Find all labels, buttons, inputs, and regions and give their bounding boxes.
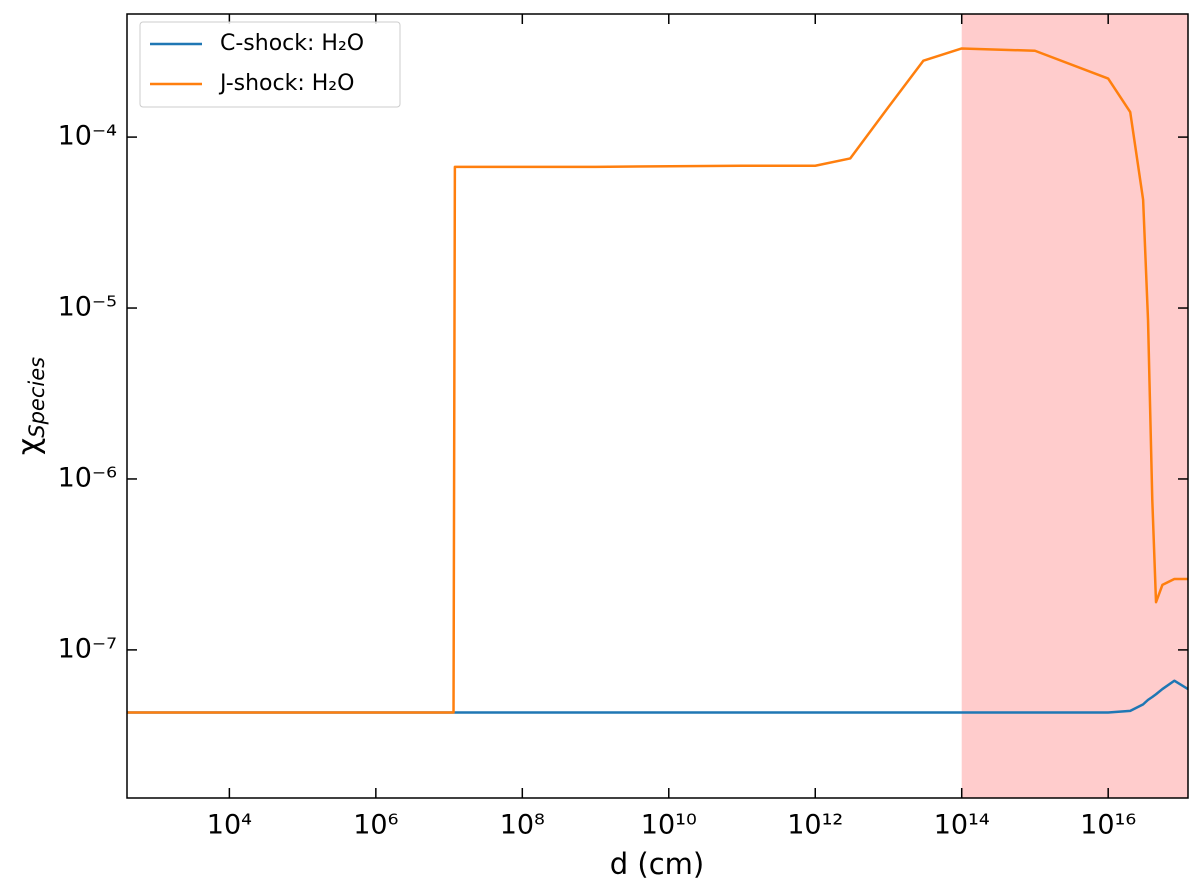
- legend-label: C-shock: H₂O: [220, 31, 364, 56]
- line-series: [127, 47, 1188, 714]
- plot-frame: [126, 13, 1189, 799]
- legend: C-shock: H₂O J-shock: H₂O: [139, 21, 401, 108]
- x-tick-label: 10¹²: [787, 810, 843, 841]
- legend-label: J-shock: H₂O: [218, 71, 354, 96]
- x-axis-label: d (cm): [610, 847, 704, 881]
- x-tick-label: 10⁴: [207, 810, 252, 841]
- x-tick-label: 10⁸: [500, 810, 545, 841]
- plot-area: [127, 14, 1188, 798]
- y-tick-label: 10⁻⁶: [58, 462, 117, 493]
- y-tick-label: 10⁻⁷: [58, 633, 117, 664]
- y-tick-label: 10⁻⁴: [58, 121, 117, 152]
- y-tick-label: 10⁻⁵: [58, 292, 117, 323]
- x-tick-label: 10¹⁴: [934, 810, 990, 841]
- x-tick-label: 10¹⁰: [641, 810, 697, 841]
- legend-box: [139, 21, 401, 108]
- y-axis-label: χSpecies: [12, 357, 50, 455]
- x-tick-label: 10¹⁶: [1080, 810, 1136, 841]
- shaded-region: [961, 14, 1188, 798]
- x-tick-label: 10⁶: [353, 810, 398, 841]
